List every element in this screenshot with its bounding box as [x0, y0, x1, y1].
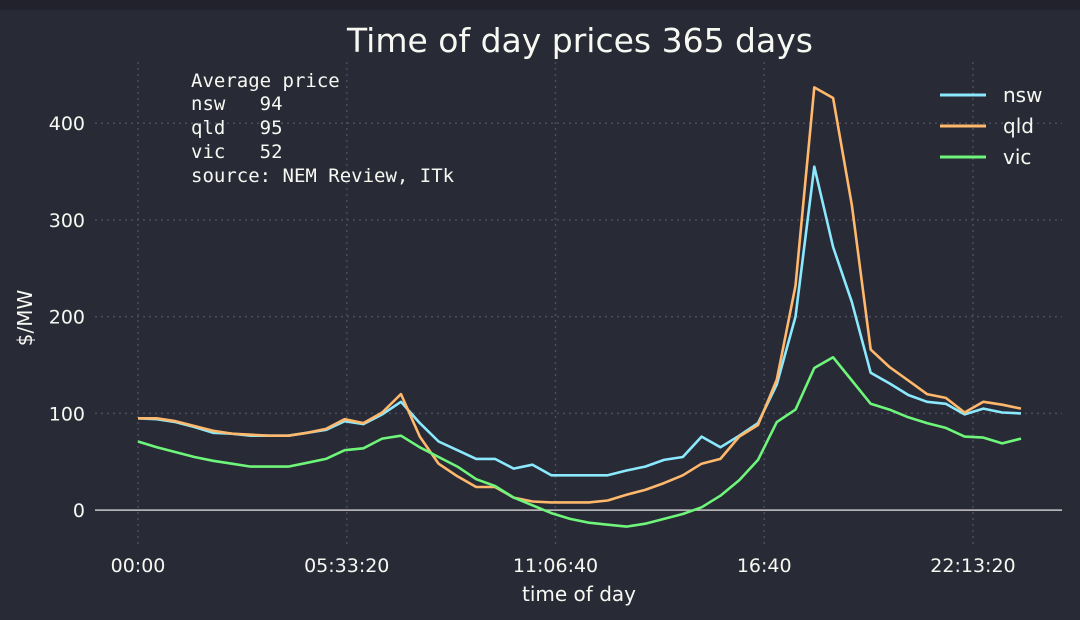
y-tick-label: 100	[49, 403, 85, 425]
annotation-line: nsw 94	[191, 93, 283, 115]
y-tick-labels: 0 100 200 300 400	[49, 113, 85, 522]
legend: nsw qld vic	[940, 83, 1042, 169]
series-line-nsw	[137, 165, 1022, 477]
series-line-vic	[137, 355, 1022, 528]
x-axis-label: time of day	[522, 582, 636, 606]
legend-label-vic: vic	[1003, 145, 1031, 169]
legend-label-nsw: nsw	[1003, 83, 1042, 107]
annotation-line: source: NEM Review, ITk	[191, 165, 455, 187]
series-lines	[137, 86, 1022, 528]
legend-label-qld: qld	[1003, 114, 1034, 138]
x-tick-label: 22:13:20	[930, 555, 1015, 577]
y-tick-label: 200	[49, 307, 85, 329]
x-tick-label: 11:06:40	[513, 555, 598, 577]
annotation-line: vic 52	[191, 141, 283, 163]
annotation-line: qld 95	[191, 117, 283, 139]
x-tick-label: 16:40	[737, 555, 792, 577]
annotation-line: Average price	[191, 70, 340, 92]
y-tick-label: 300	[49, 210, 85, 232]
x-tick-label: 05:33:20	[304, 555, 389, 577]
x-tick-label: 00:00	[111, 555, 166, 577]
x-tick-labels: 00:00 05:33:20 11:06:40 16:40 22:13:20	[111, 555, 1016, 577]
annotation-box: Average price nsw 94 qld 95 vic 52 sourc…	[191, 70, 455, 187]
series-line-qld	[138, 86, 1022, 504]
window-top-bar	[0, 0, 1080, 10]
y-tick-label: 0	[73, 500, 85, 522]
y-tick-label: 400	[49, 113, 85, 135]
chart-title: Time of day prices 365 days	[346, 21, 813, 60]
y-axis-label: $/MW	[13, 290, 37, 347]
